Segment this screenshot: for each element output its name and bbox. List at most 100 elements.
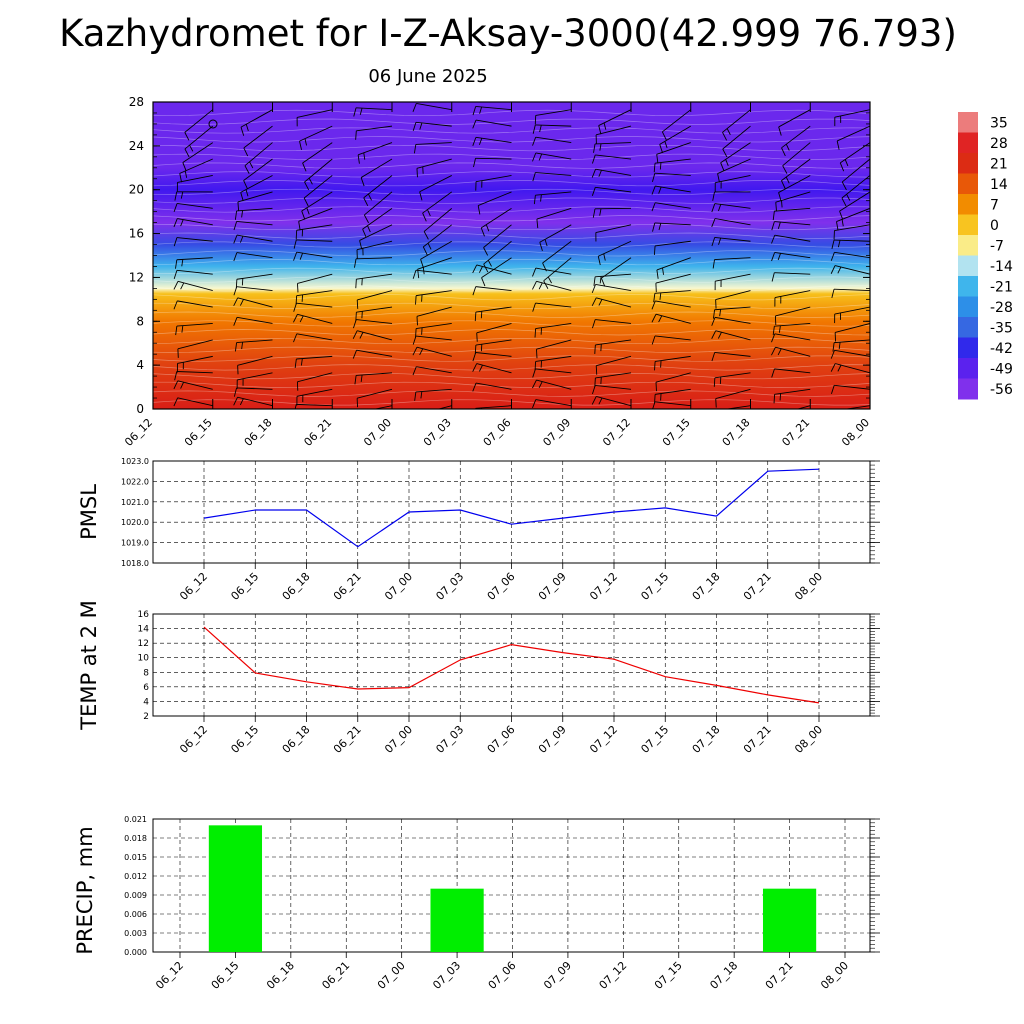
wind-barb-flag <box>714 411 715 420</box>
wind-barb-staff <box>656 257 691 271</box>
wind-barb-flag <box>772 326 775 336</box>
wind-barb-staff <box>717 158 751 174</box>
wind-barb-flag <box>412 103 417 112</box>
wind-barb-flag <box>837 364 842 372</box>
wind-barb-flag <box>417 269 420 279</box>
y-tick-label: 6 <box>143 683 149 693</box>
wind-barb-staff <box>595 125 632 136</box>
contour-line <box>153 390 870 397</box>
wind-barb-flag <box>532 137 537 146</box>
wind-barb-staff <box>475 352 512 357</box>
wind-barb-staff <box>654 240 691 247</box>
wind-barb-flag <box>179 173 183 183</box>
wind-barb-flag <box>420 259 424 268</box>
wind-barb-flag <box>712 259 715 269</box>
wind-barb-flag <box>600 277 606 287</box>
x-tick-label: 08_00 <box>818 959 851 992</box>
wind-barb-staff <box>237 191 273 203</box>
wind-barb-flag <box>415 328 417 338</box>
wind-barb-flag <box>532 267 537 277</box>
wind-barb-flag <box>121 366 124 372</box>
wind-barb-flag <box>485 224 490 232</box>
wind-barb-staff <box>236 316 273 324</box>
wind-barb-flag <box>830 252 835 261</box>
contour-line <box>153 118 870 125</box>
precip-bar <box>208 825 263 952</box>
wind-barb-flag <box>711 330 717 339</box>
wind-barb-flag <box>419 122 423 130</box>
wind-barb-staff <box>839 191 870 212</box>
wind-barb-flag <box>593 276 596 286</box>
wind-barb-flag <box>658 223 662 231</box>
wind-barb-staff <box>153 159 154 160</box>
wind-barb-flag <box>477 205 481 215</box>
wind-barb-staff <box>296 302 333 308</box>
wind-barb-flag <box>773 394 776 404</box>
wind-barb-staff <box>841 158 870 183</box>
x-tick-label: 07_03 <box>430 959 463 992</box>
wind-barb-staff <box>836 125 870 142</box>
wind-barb-flag <box>538 282 543 290</box>
wind-barb-flag <box>654 361 656 371</box>
series-line <box>203 626 820 704</box>
wind-barb-flag <box>180 191 184 199</box>
wind-barb-flag <box>414 391 417 401</box>
wind-barb-flag <box>240 192 244 202</box>
wind-barb-flag <box>297 283 299 293</box>
wind-barb-staff <box>654 158 691 164</box>
contour-line <box>153 188 870 195</box>
wind-barb-staff <box>662 109 692 133</box>
wind-barb-staff <box>475 105 512 111</box>
contour-line <box>153 329 870 336</box>
x-tick-label: 07_21 <box>779 416 812 449</box>
colorbar-label: -56 <box>990 382 1013 398</box>
wind-barb-staff <box>236 220 273 226</box>
x-tick-label: 07_00 <box>375 959 408 992</box>
wind-barb-flag <box>119 154 120 163</box>
wind-barb-flag <box>422 246 428 256</box>
wind-barb-flag <box>184 148 190 158</box>
pmsl-panel: 1018.0 1019.0 1020.0 1021.0 1022.0 1023.0 06_1… <box>77 457 880 603</box>
wind-barb-flag <box>240 127 245 136</box>
wind-barb-flag <box>129 128 132 134</box>
wind-barb-flag <box>416 316 418 326</box>
wind-barb-staff <box>296 109 333 118</box>
wind-barb-flag <box>233 297 239 307</box>
wind-barb-staff <box>153 175 154 176</box>
colorbar-label: -28 <box>990 300 1013 316</box>
wind-barb-flag <box>598 125 602 135</box>
x-tick-label: 07_18 <box>707 959 740 992</box>
wind-barb-flag <box>184 170 188 178</box>
wind-barb-flag <box>722 148 728 158</box>
wind-barb-staff <box>535 172 572 176</box>
wind-barb-flag <box>785 143 790 151</box>
x-tick-label: 07_03 <box>433 723 466 756</box>
wind-barb-staff <box>535 136 572 144</box>
contour-line <box>153 223 870 231</box>
wind-barb-flag <box>720 162 725 172</box>
wind-barb-flag <box>534 328 537 338</box>
wind-barb-staff <box>423 208 453 232</box>
wind-barb-flag <box>245 124 249 132</box>
wind-barb-flag <box>472 106 477 116</box>
x-tick-label: 07_06 <box>486 959 519 992</box>
wind-barb-staff <box>296 239 333 242</box>
wind-barb-staff <box>416 366 452 374</box>
wind-barb-flag <box>243 180 248 189</box>
wind-barb-flag <box>481 277 486 287</box>
wind-barb-staff <box>177 218 213 226</box>
y-tick-label: 0.015 <box>124 853 147 862</box>
wind-barb-flag <box>117 246 118 255</box>
colorbar-swatch <box>958 194 978 215</box>
wind-barb-flag <box>293 252 298 261</box>
wind-barb-flag <box>234 342 238 352</box>
wind-barb-flag <box>538 381 543 389</box>
wind-barb-staff <box>774 234 811 242</box>
contour-line <box>153 144 870 152</box>
wind-barb-flag <box>474 312 477 322</box>
wind-barb-flag <box>422 212 427 222</box>
wind-barb-staff <box>236 252 273 259</box>
contour-line <box>153 171 870 178</box>
wind-barb-flag <box>359 332 364 339</box>
wind-barb-flag <box>474 345 477 355</box>
